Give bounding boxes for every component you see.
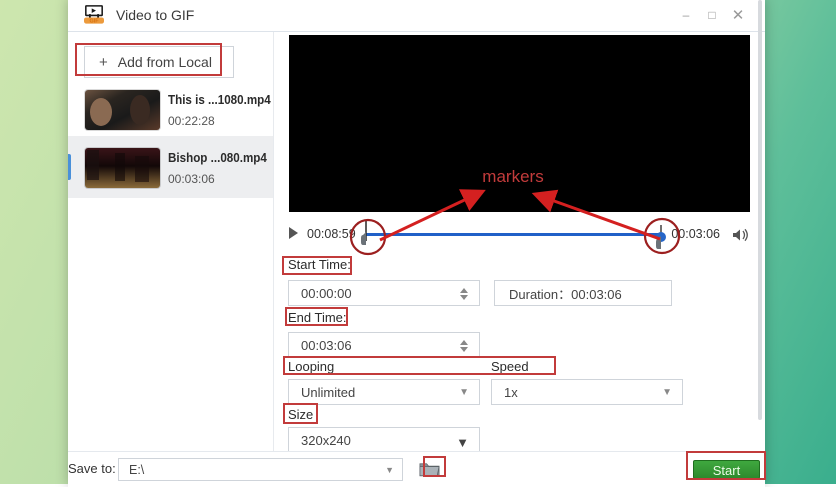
svg-text:GIF: GIF bbox=[89, 18, 99, 24]
